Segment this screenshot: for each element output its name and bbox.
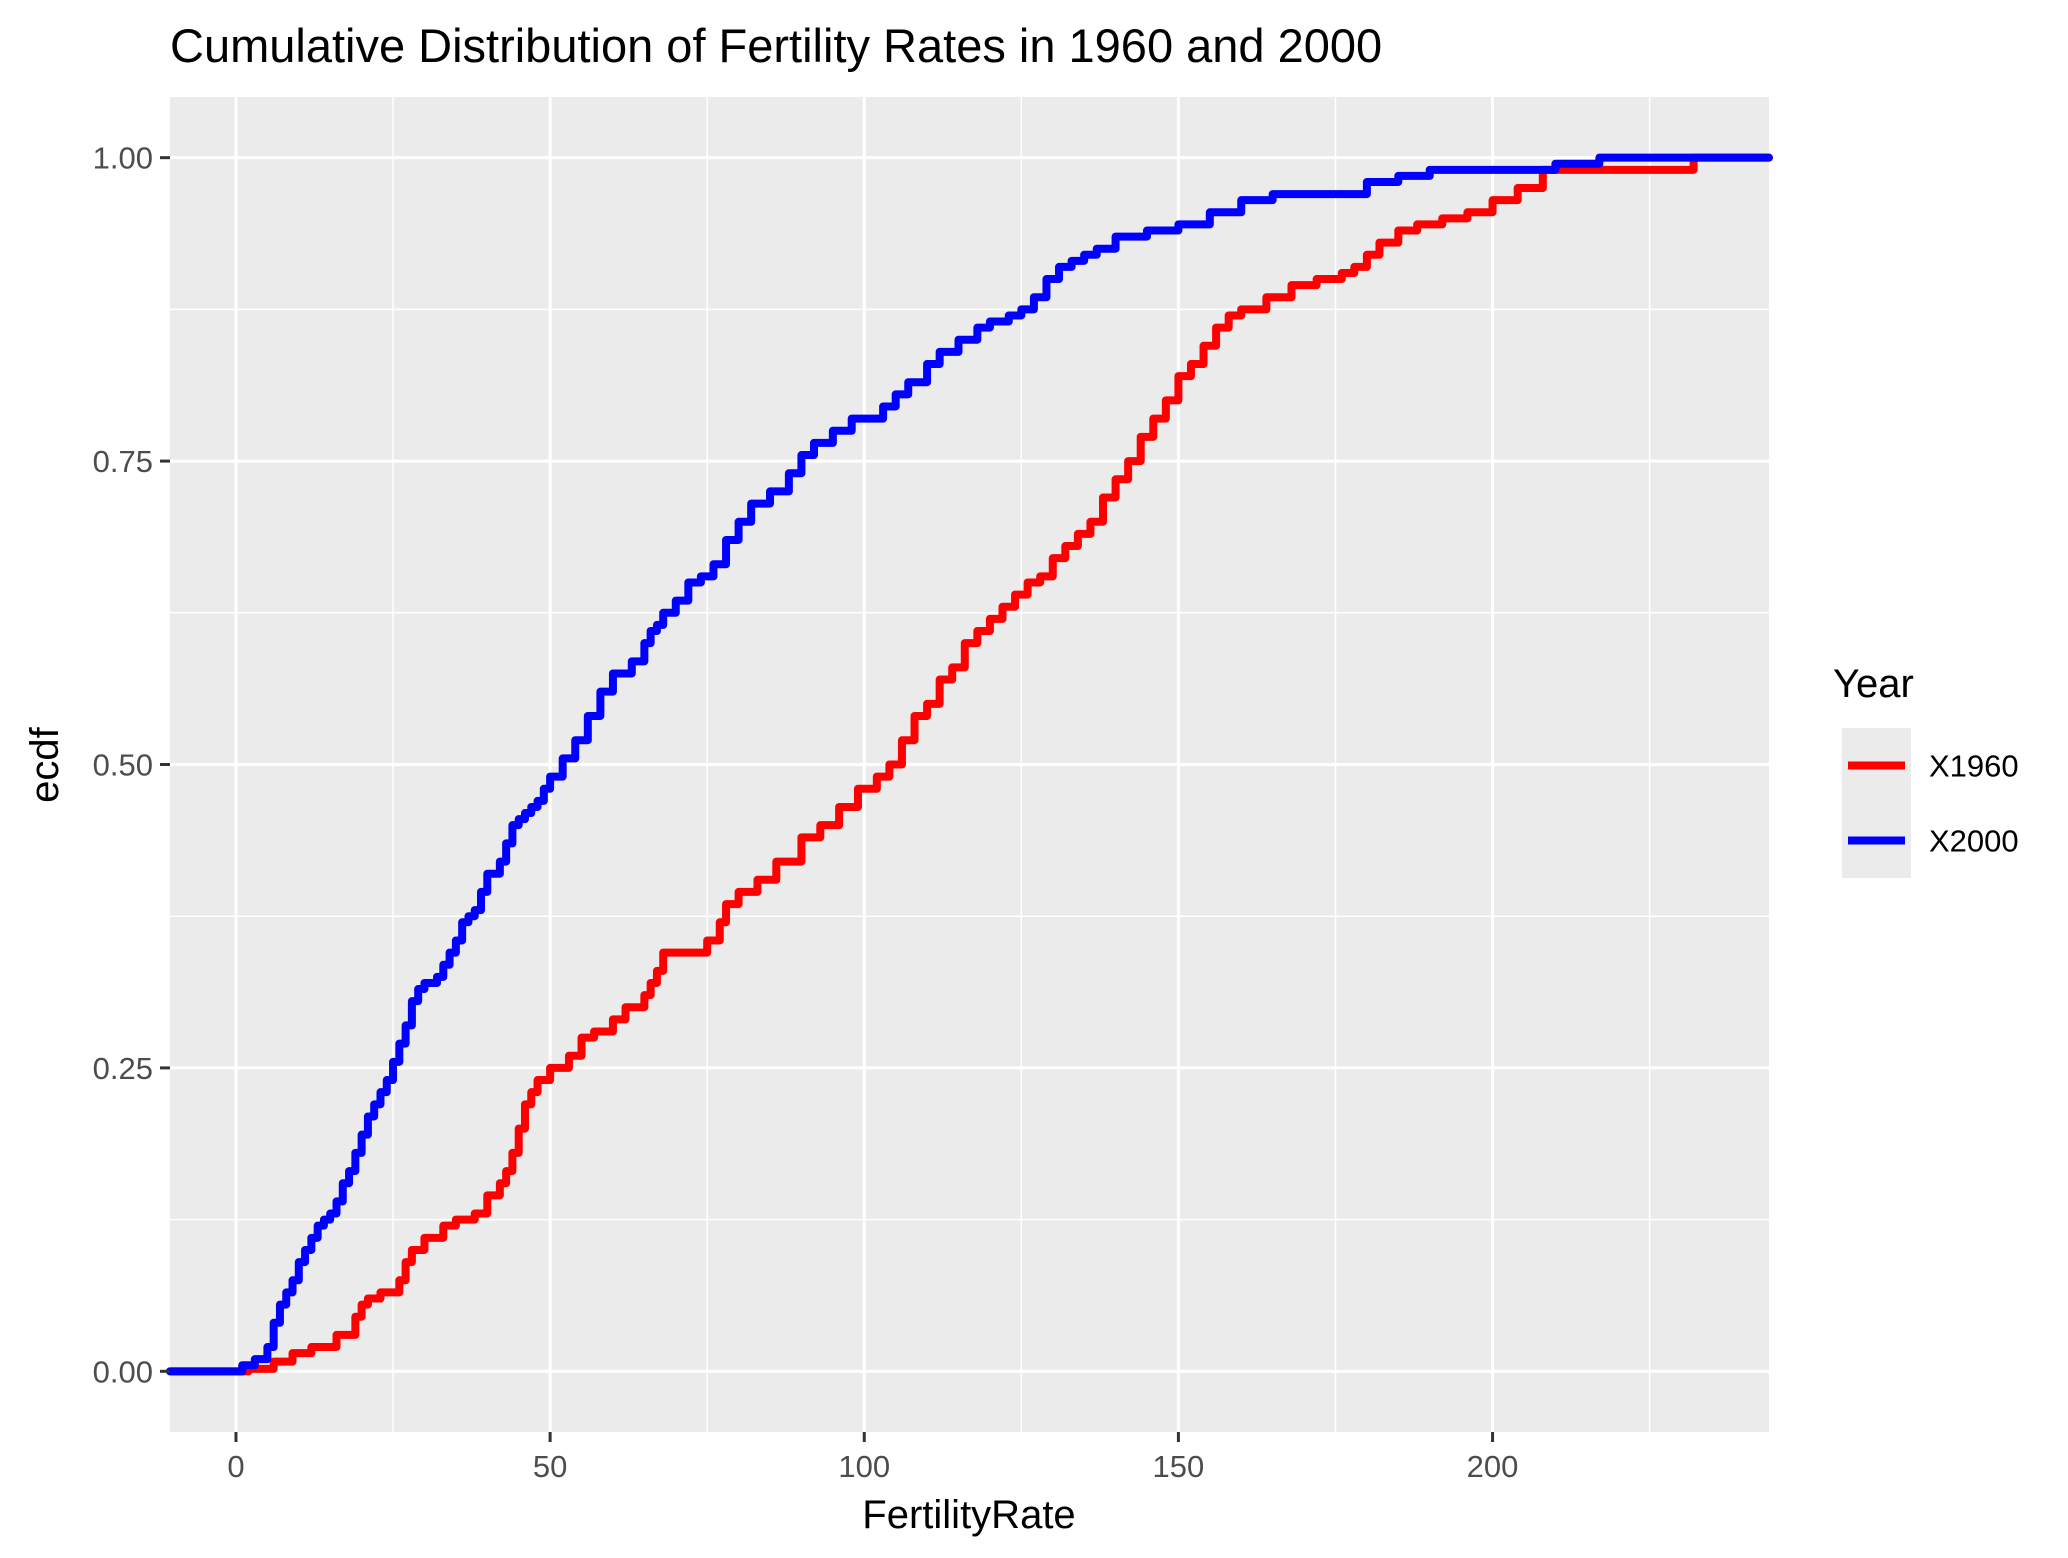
legend: Year X1960 X2000 <box>1833 662 2019 878</box>
x-tick-label: 100 <box>838 1449 890 1484</box>
legend-items: X1960 X2000 <box>1842 728 2019 878</box>
x-axis-label: FertilityRate <box>862 1493 1075 1537</box>
y-tick-label: 0.00 <box>93 1354 153 1389</box>
x-tick-label: 200 <box>1467 1449 1519 1484</box>
x-tick-label: 150 <box>1153 1449 1205 1484</box>
x-tick-label: 50 <box>533 1449 567 1484</box>
legend-title: Year <box>1833 662 1914 706</box>
y-tick-label: 0.25 <box>93 1051 153 1086</box>
y-tick-label: 1.00 <box>93 141 153 176</box>
x-tick-label: 0 <box>227 1449 244 1484</box>
y-axis: 0.00 0.25 0.50 0.75 1.00 <box>93 141 170 1389</box>
y-tick-label: 0.75 <box>93 444 153 479</box>
series-line-x1960 <box>166 153 1773 1376</box>
legend-label-x2000: X2000 <box>1929 824 2019 859</box>
y-axis-label: ecdf <box>23 726 67 802</box>
major-gridlines <box>170 97 1769 1432</box>
chart-title: Cumulative Distribution of Fertility Rat… <box>170 19 1382 72</box>
x-axis: 0 50 100 150 200 <box>227 1432 1518 1484</box>
series-lines <box>166 153 1773 1376</box>
legend-label-x1960: X1960 <box>1929 749 2019 784</box>
y-tick-label: 0.50 <box>93 748 153 783</box>
series-line-x2000 <box>166 153 1773 1376</box>
